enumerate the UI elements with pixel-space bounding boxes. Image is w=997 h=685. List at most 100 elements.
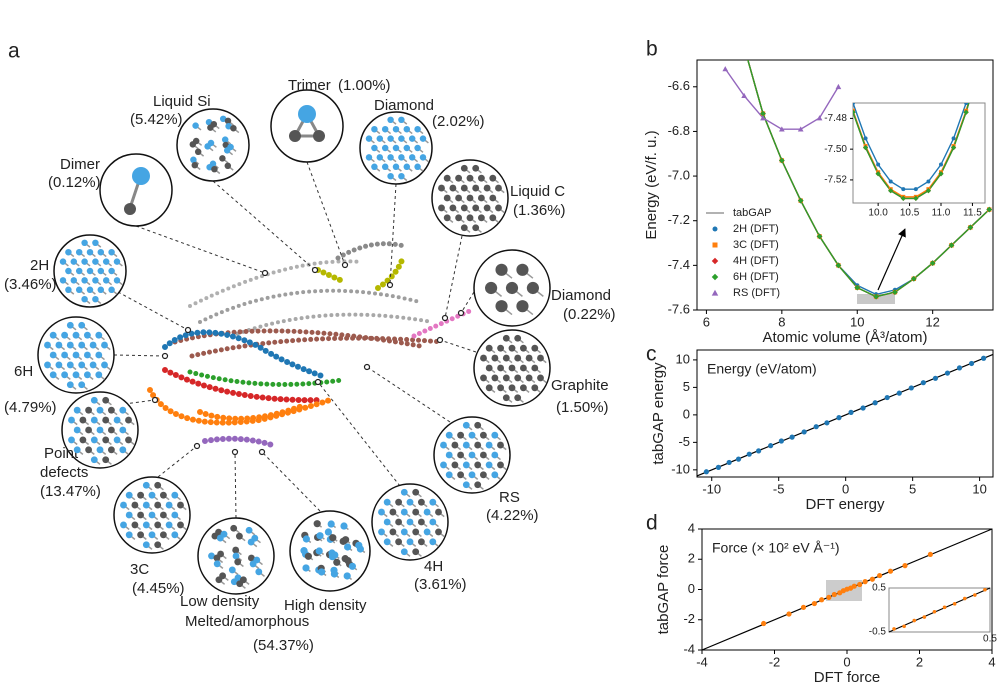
- atom: [120, 501, 127, 509]
- structure-name: RS: [499, 489, 520, 506]
- atom: [113, 277, 121, 284]
- atom: [495, 184, 502, 192]
- marker: [853, 103, 855, 105]
- legend-label: tabGAP: [733, 207, 772, 219]
- atom: [90, 456, 98, 464]
- atom: [194, 148, 202, 156]
- panel-label: b: [646, 38, 658, 61]
- cloud: [230, 312, 434, 338]
- atom: [302, 535, 310, 543]
- atoms: [59, 239, 123, 305]
- atom: [68, 436, 75, 444]
- atom: [400, 548, 408, 556]
- atom: [429, 518, 437, 526]
- cloud: [188, 259, 364, 308]
- atoms: [438, 164, 505, 233]
- atom: [460, 184, 468, 192]
- point: [761, 620, 767, 627]
- atom: [531, 364, 539, 372]
- point: [857, 581, 863, 588]
- atom: [414, 125, 421, 133]
- tip: [436, 336, 444, 344]
- structure-name: Diamond: [374, 97, 434, 114]
- atom: [92, 295, 99, 303]
- atom: [107, 406, 115, 414]
- atom: [61, 331, 69, 339]
- atom: [215, 528, 223, 536]
- atom: [340, 522, 348, 530]
- atom: [525, 354, 533, 362]
- atom: [403, 144, 411, 152]
- point: [956, 365, 963, 371]
- cloud: [335, 241, 407, 261]
- atom: [519, 344, 527, 352]
- atom: [466, 194, 474, 202]
- atom: [89, 341, 97, 349]
- legend-label: 6H (DFT): [733, 271, 779, 283]
- marker: [977, 66, 981, 70]
- atom: [491, 471, 499, 479]
- tip: [151, 396, 159, 404]
- atom: [440, 441, 447, 449]
- atom: [398, 154, 405, 161]
- point: [922, 615, 927, 619]
- atom: [508, 364, 516, 372]
- atom: [125, 511, 133, 519]
- atom: [247, 554, 255, 562]
- atom: [400, 508, 408, 516]
- structure-name: 6H: [14, 363, 33, 380]
- tip: [258, 448, 266, 456]
- atom: [462, 461, 470, 469]
- atom: [97, 248, 105, 256]
- atom: [395, 538, 403, 546]
- x-tick-label: 6: [703, 315, 710, 330]
- atom: [519, 364, 527, 372]
- cloud: [187, 369, 345, 387]
- structure-percent: (2.02%): [432, 113, 485, 130]
- structure-name: Trimer: [288, 77, 331, 94]
- atom: [406, 498, 414, 506]
- atom: [474, 441, 482, 449]
- atom: [443, 194, 451, 202]
- atom: [159, 511, 167, 519]
- atom: [365, 135, 373, 142]
- marker: [816, 115, 823, 121]
- atom: [398, 172, 405, 180]
- chart-title: Force (× 10² eV Å⁻¹): [712, 540, 840, 556]
- point: [726, 459, 732, 466]
- atom: [457, 431, 465, 439]
- point: [768, 443, 774, 449]
- atom: [455, 194, 463, 202]
- atom: [514, 374, 522, 382]
- y-tick-label: -5: [678, 434, 690, 449]
- atom: [412, 528, 420, 536]
- atom: [220, 530, 228, 538]
- atom: [253, 556, 261, 564]
- atom: [398, 116, 405, 124]
- atom: [177, 501, 184, 509]
- structure-percent: (1.50%): [556, 399, 609, 416]
- atom: [525, 374, 533, 382]
- atom: [365, 154, 373, 161]
- atom: [213, 560, 221, 568]
- atom: [125, 416, 132, 424]
- tip: [441, 314, 449, 322]
- atoms: [485, 263, 544, 316]
- legend-label: 2H (DFT): [733, 223, 779, 235]
- point: [756, 448, 762, 454]
- atom: [460, 204, 468, 212]
- atom: [81, 258, 88, 265]
- atom: [451, 461, 459, 469]
- atom: [408, 154, 416, 161]
- point: [932, 609, 937, 614]
- marker: [835, 262, 842, 269]
- atom: [344, 543, 352, 551]
- atom: [417, 498, 425, 506]
- atoms: [289, 105, 325, 142]
- atom: [102, 436, 110, 444]
- marker: [797, 197, 804, 204]
- atom: [107, 426, 115, 434]
- cloud: [315, 267, 343, 283]
- marker: [854, 284, 861, 291]
- atom: [165, 521, 173, 529]
